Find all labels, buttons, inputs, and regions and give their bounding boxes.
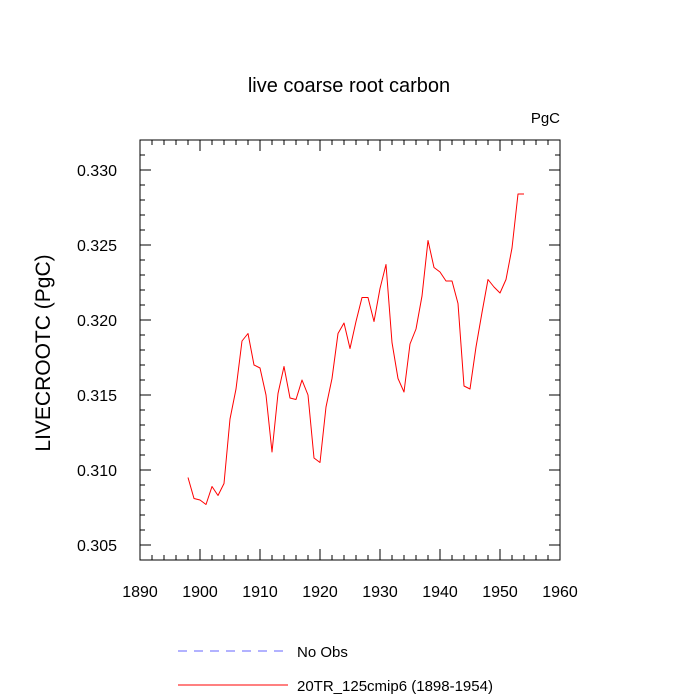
x-tick-label: 1950: [482, 584, 518, 601]
y-tick-label: 0.315: [77, 388, 117, 405]
axis-ticks: [139, 139, 561, 561]
units-label: PgC: [531, 110, 560, 127]
plot-frame: [139, 139, 561, 561]
x-tick-label: 1960: [542, 584, 578, 601]
y-tick-label: 0.325: [77, 238, 117, 255]
y-tick-label: 0.320: [77, 313, 117, 330]
series-lines: [187, 193, 524, 505]
legend: No Obs 20TR_125cmip6 (1898-1954): [178, 644, 493, 695]
y-tick-label: 0.305: [77, 538, 117, 555]
x-tick-label: 1910: [242, 584, 278, 601]
y-axis-title: LIVECROOTC (PgC): [32, 254, 55, 451]
x-tick-label: 1930: [362, 584, 398, 601]
legend-label-no-obs: No Obs: [297, 644, 348, 661]
series-line-20tr: [187, 193, 524, 505]
x-tick-label: 1900: [182, 584, 218, 601]
x-axis-tick-labels: 1890 1900 1910 1920 1930 1940 1950 1960: [122, 584, 578, 601]
chart-title: live coarse root carbon: [248, 75, 450, 97]
y-tick-label: 0.330: [77, 163, 117, 180]
x-tick-label: 1920: [302, 584, 338, 601]
legend-label-20tr: 20TR_125cmip6 (1898-1954): [297, 678, 493, 695]
y-tick-label: 0.310: [77, 463, 117, 480]
x-tick-label: 1940: [422, 584, 458, 601]
x-tick-label: 1890: [122, 584, 158, 601]
y-axis-tick-labels: 0.305 0.310 0.315 0.320 0.325 0.330: [77, 163, 117, 555]
